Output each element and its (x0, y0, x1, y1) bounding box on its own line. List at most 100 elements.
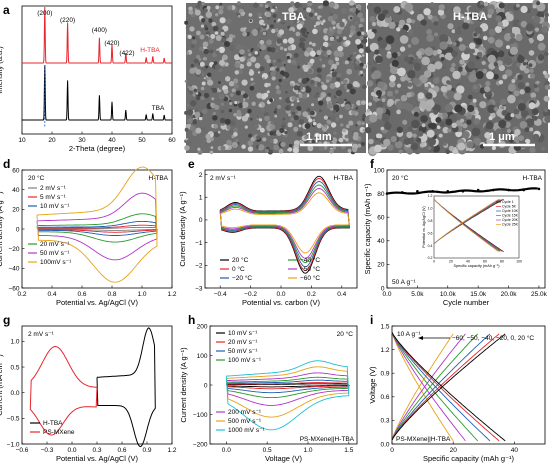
y-tick-label: 20 (377, 262, 385, 269)
sem-grain (442, 126, 449, 134)
legend-entry: H-TBA (43, 420, 63, 427)
sem-grain (473, 118, 481, 125)
inset-legend-entry: Cycle 25K (502, 223, 519, 227)
sem-grain (266, 46, 272, 52)
sem-grain (209, 150, 214, 155)
cycle-point (537, 187, 541, 191)
x-tick-label: 0.0 (276, 291, 285, 298)
sem-grain (244, 125, 248, 129)
sem-grain (420, 115, 428, 123)
y-tick-label: −1.0 (7, 441, 20, 448)
sample-tag: PS-MXene||H-TBA (396, 436, 451, 443)
sem-grain (288, 30, 294, 37)
sem-grain (420, 19, 427, 26)
sem-grain (327, 30, 334, 37)
sem-grain (231, 88, 236, 93)
legend-entry: −40 °C (300, 256, 320, 264)
sem-grain (269, 63, 273, 67)
sem-grain (375, 55, 383, 64)
sem-grain (427, 14, 433, 20)
sem-grain (316, 92, 319, 96)
sem-grain (186, 104, 190, 107)
sem-grain (451, 122, 457, 128)
sem-grain (375, 133, 381, 139)
sem-grain (248, 70, 254, 76)
sem-grain (300, 27, 307, 34)
sem-grain (394, 140, 403, 149)
legend-entry: −20 °C (232, 274, 252, 282)
sem-grain (387, 98, 394, 106)
sem-grain (406, 18, 412, 24)
sem-grain (350, 32, 354, 36)
sem-grain (262, 23, 266, 26)
sem-grain (516, 3, 520, 8)
sem-grain (453, 92, 462, 101)
sem-grain (362, 129, 366, 132)
sem-grain (485, 121, 494, 130)
sem-grain (332, 14, 338, 20)
sem-grain (376, 90, 382, 96)
sem-grain (186, 109, 194, 116)
sem-grain (269, 98, 273, 103)
sem-grain (423, 8, 431, 16)
legend-entry: 20 mV s⁻¹ (40, 241, 70, 248)
inset-y-tick: 0.2 (428, 256, 433, 260)
sem-grain (387, 90, 393, 97)
sem-grain (259, 49, 262, 52)
sem-grain (412, 100, 416, 105)
sem-grain (357, 6, 362, 11)
x-axis-label: Potential vs. carbon (V) (242, 298, 320, 307)
x-tick-label: 20.0k (501, 291, 518, 298)
y-axis-label: Voltage (V) (368, 366, 377, 404)
sem-grain (338, 137, 344, 143)
sem-grain (378, 39, 388, 49)
sem-grain (407, 44, 412, 48)
sem-grain (523, 68, 530, 74)
sem-grain (264, 148, 269, 153)
sem-grain (293, 114, 299, 121)
cv-temp-curve-−50 °C (219, 188, 350, 259)
sem-grain (387, 144, 394, 151)
sem-grain (439, 41, 448, 50)
sem-grain (444, 52, 453, 61)
sem-grain (426, 28, 432, 35)
sem-grain (544, 115, 550, 123)
y-axis-label: Intensity (a.u.) (0, 46, 4, 94)
sem-grain (326, 102, 333, 109)
sem-grain (528, 63, 533, 68)
sem-grain (439, 34, 449, 44)
sem-grain (486, 137, 495, 146)
charge-curve-20 °C (391, 333, 506, 441)
sem-grain (276, 38, 283, 44)
sem-grain (233, 112, 237, 117)
sem-grain (250, 56, 257, 63)
sem-grain (423, 70, 432, 78)
sem-grain (307, 145, 314, 152)
sem-grain (349, 0, 355, 6)
peak-label: (420) (104, 40, 119, 47)
sem-grain (359, 57, 365, 62)
sem-grain (411, 19, 416, 24)
sem-grain (333, 95, 337, 99)
sem-grain (518, 135, 524, 142)
sem-grain (362, 54, 365, 57)
sem-grain (317, 5, 321, 9)
sem-grain (515, 33, 523, 42)
sem-grain (482, 68, 488, 74)
sem-grain (257, 71, 261, 74)
sem-grain (320, 91, 327, 98)
inset-x-tick: 80 (500, 260, 504, 264)
sem-grain (302, 94, 307, 100)
sem-grain (306, 7, 312, 13)
sem-grain (328, 59, 334, 66)
scale-label-b: 1 μm (306, 131, 332, 143)
sem-grain (362, 84, 367, 90)
xrd-series-tba (22, 64, 172, 121)
sem-grain (366, 108, 371, 113)
inset-discharge-Cycle 25K (433, 198, 499, 253)
sem-image-tba: TBA 1 μm (184, 0, 368, 155)
inset-y-tick: 1.2 (428, 194, 433, 198)
sem-grain (438, 133, 443, 138)
y-tick-label: 0 (199, 217, 203, 224)
sem-grain (391, 59, 399, 68)
